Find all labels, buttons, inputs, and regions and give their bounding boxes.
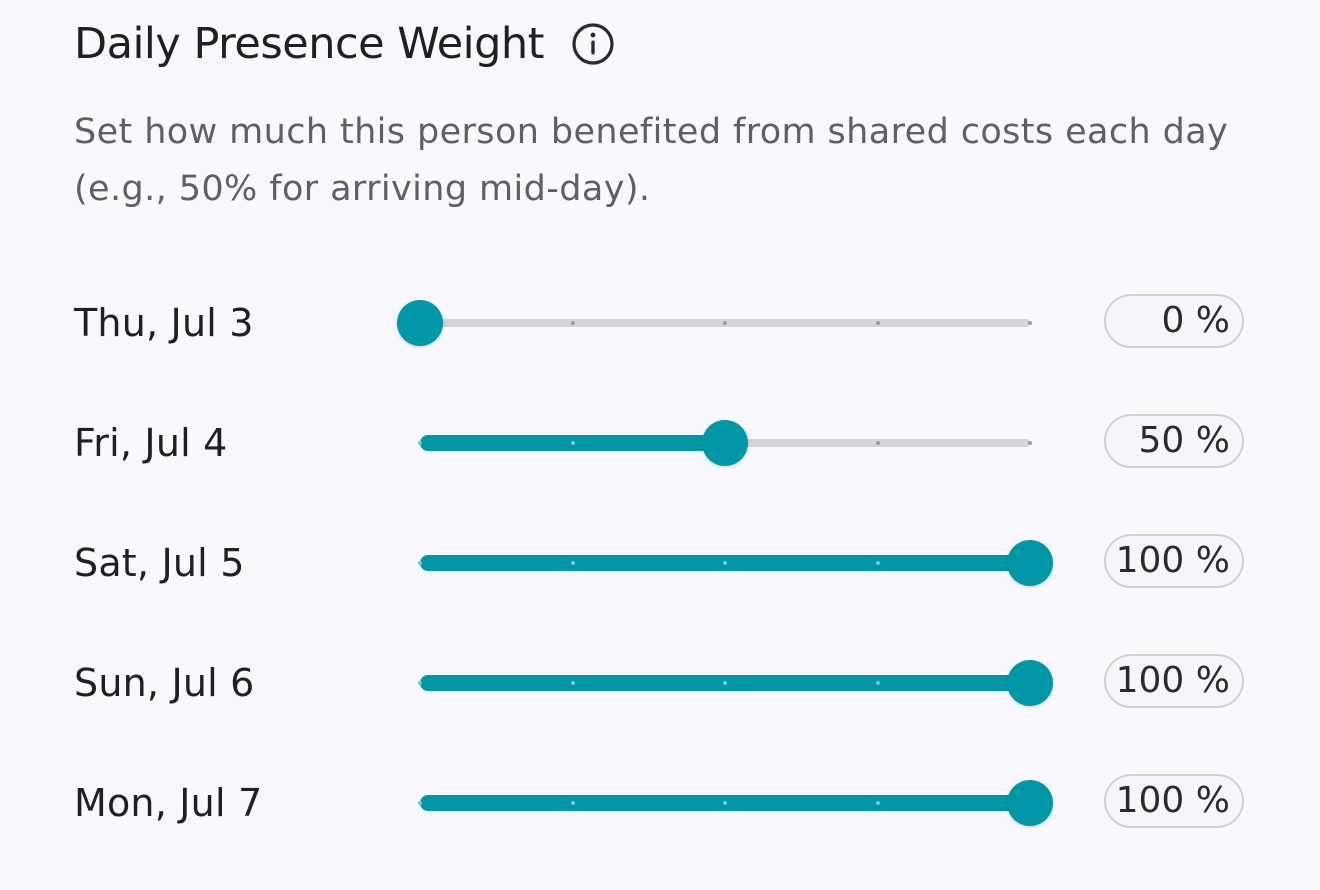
day-label: Sun, Jul 6 (74, 661, 255, 705)
day-label: Sat, Jul 5 (74, 541, 245, 585)
slider-tick (875, 321, 880, 325)
slider-tick (418, 561, 422, 565)
slider-tick (875, 441, 880, 445)
day-row: Thu, Jul 3 0 % (0, 263, 1320, 383)
section-title: Daily Presence Weight (74, 19, 545, 69)
weight-value-field[interactable]: 100 % (1104, 534, 1244, 588)
slider-tick (723, 561, 727, 565)
slider-thumb[interactable] (1007, 660, 1053, 706)
presence-weight-slider[interactable] (397, 299, 1048, 347)
slider-tick (723, 321, 727, 325)
weight-value-field[interactable]: 100 % (1104, 654, 1244, 708)
slider-tick (570, 321, 575, 325)
day-row: Mon, Jul 7 100 % (0, 743, 1320, 863)
day-row: Sun, Jul 6 100 % (0, 623, 1320, 743)
slider-tick (875, 561, 880, 565)
presence-weight-slider[interactable] (398, 659, 1053, 707)
day-row: Sat, Jul 5 100 % (0, 503, 1320, 623)
weight-value-field[interactable]: 0 % (1104, 294, 1244, 348)
slider-tick (418, 801, 422, 805)
section-header: Daily Presence Weight (74, 14, 616, 74)
weight-value-field[interactable]: 50 % (1104, 414, 1244, 468)
section-description: Set how much this person benefited from … (74, 112, 1229, 209)
presence-weight-slider[interactable] (398, 539, 1053, 587)
weight-value-field[interactable]: 100 % (1104, 774, 1244, 828)
day-row: Fri, Jul 4 50 % (0, 383, 1320, 503)
day-label: Thu, Jul 3 (74, 301, 254, 345)
info-icon[interactable] (570, 21, 616, 67)
slider-tick (1028, 441, 1032, 445)
slider-tick (1028, 321, 1032, 325)
slider-tick (723, 801, 727, 805)
slider-tick (875, 681, 880, 685)
day-label: Mon, Jul 7 (74, 781, 263, 825)
slider-tick (875, 801, 880, 805)
slider-tick (418, 441, 422, 445)
slider-tick (418, 681, 422, 685)
day-label: Fri, Jul 4 (74, 421, 228, 465)
slider-tick (570, 681, 575, 685)
presence-weight-slider[interactable] (398, 419, 1048, 467)
slider-tick (570, 561, 575, 565)
slider-thumb[interactable] (1007, 780, 1053, 826)
presence-weight-slider[interactable] (398, 779, 1053, 827)
slider-thumb[interactable] (1007, 540, 1053, 586)
slider-thumb[interactable] (702, 420, 748, 466)
slider-tick (570, 801, 575, 805)
slider-thumb[interactable] (397, 300, 443, 346)
slider-tick (723, 681, 727, 685)
slider-tick (570, 441, 575, 445)
